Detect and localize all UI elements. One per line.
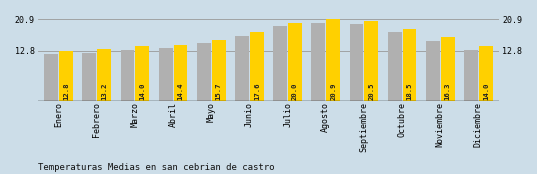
Bar: [83, 53, 96, 101]
Bar: [426, 41, 440, 101]
Text: 12.8: 12.8: [63, 82, 69, 100]
Text: 20.5: 20.5: [368, 82, 374, 100]
Text: 17.6: 17.6: [254, 82, 260, 100]
Bar: [273, 26, 287, 101]
Bar: [197, 43, 211, 101]
Bar: [388, 32, 402, 101]
Text: 16.3: 16.3: [445, 82, 451, 100]
Text: 13.2: 13.2: [101, 82, 107, 100]
Bar: [250, 32, 264, 101]
Bar: [441, 37, 454, 101]
Bar: [326, 19, 340, 101]
Text: 14.0: 14.0: [483, 82, 489, 100]
Text: 20.9: 20.9: [330, 82, 336, 100]
Bar: [235, 36, 249, 101]
Bar: [365, 21, 378, 101]
Text: 20.0: 20.0: [292, 82, 298, 100]
Bar: [135, 46, 149, 101]
Bar: [311, 23, 325, 101]
Bar: [464, 50, 478, 101]
Text: 14.0: 14.0: [140, 82, 146, 100]
Bar: [403, 29, 416, 101]
Bar: [479, 46, 493, 101]
Text: Temperaturas Medias en san cebrian de castro: Temperaturas Medias en san cebrian de ca…: [38, 163, 274, 172]
Bar: [288, 23, 302, 101]
Bar: [350, 24, 364, 101]
Bar: [121, 50, 134, 101]
Bar: [212, 40, 226, 101]
Text: 18.5: 18.5: [407, 82, 412, 100]
Bar: [59, 51, 73, 101]
Bar: [159, 48, 172, 101]
Bar: [97, 49, 111, 101]
Bar: [44, 54, 58, 101]
Bar: [173, 45, 187, 101]
Text: 14.4: 14.4: [178, 82, 184, 100]
Text: 15.7: 15.7: [216, 82, 222, 100]
